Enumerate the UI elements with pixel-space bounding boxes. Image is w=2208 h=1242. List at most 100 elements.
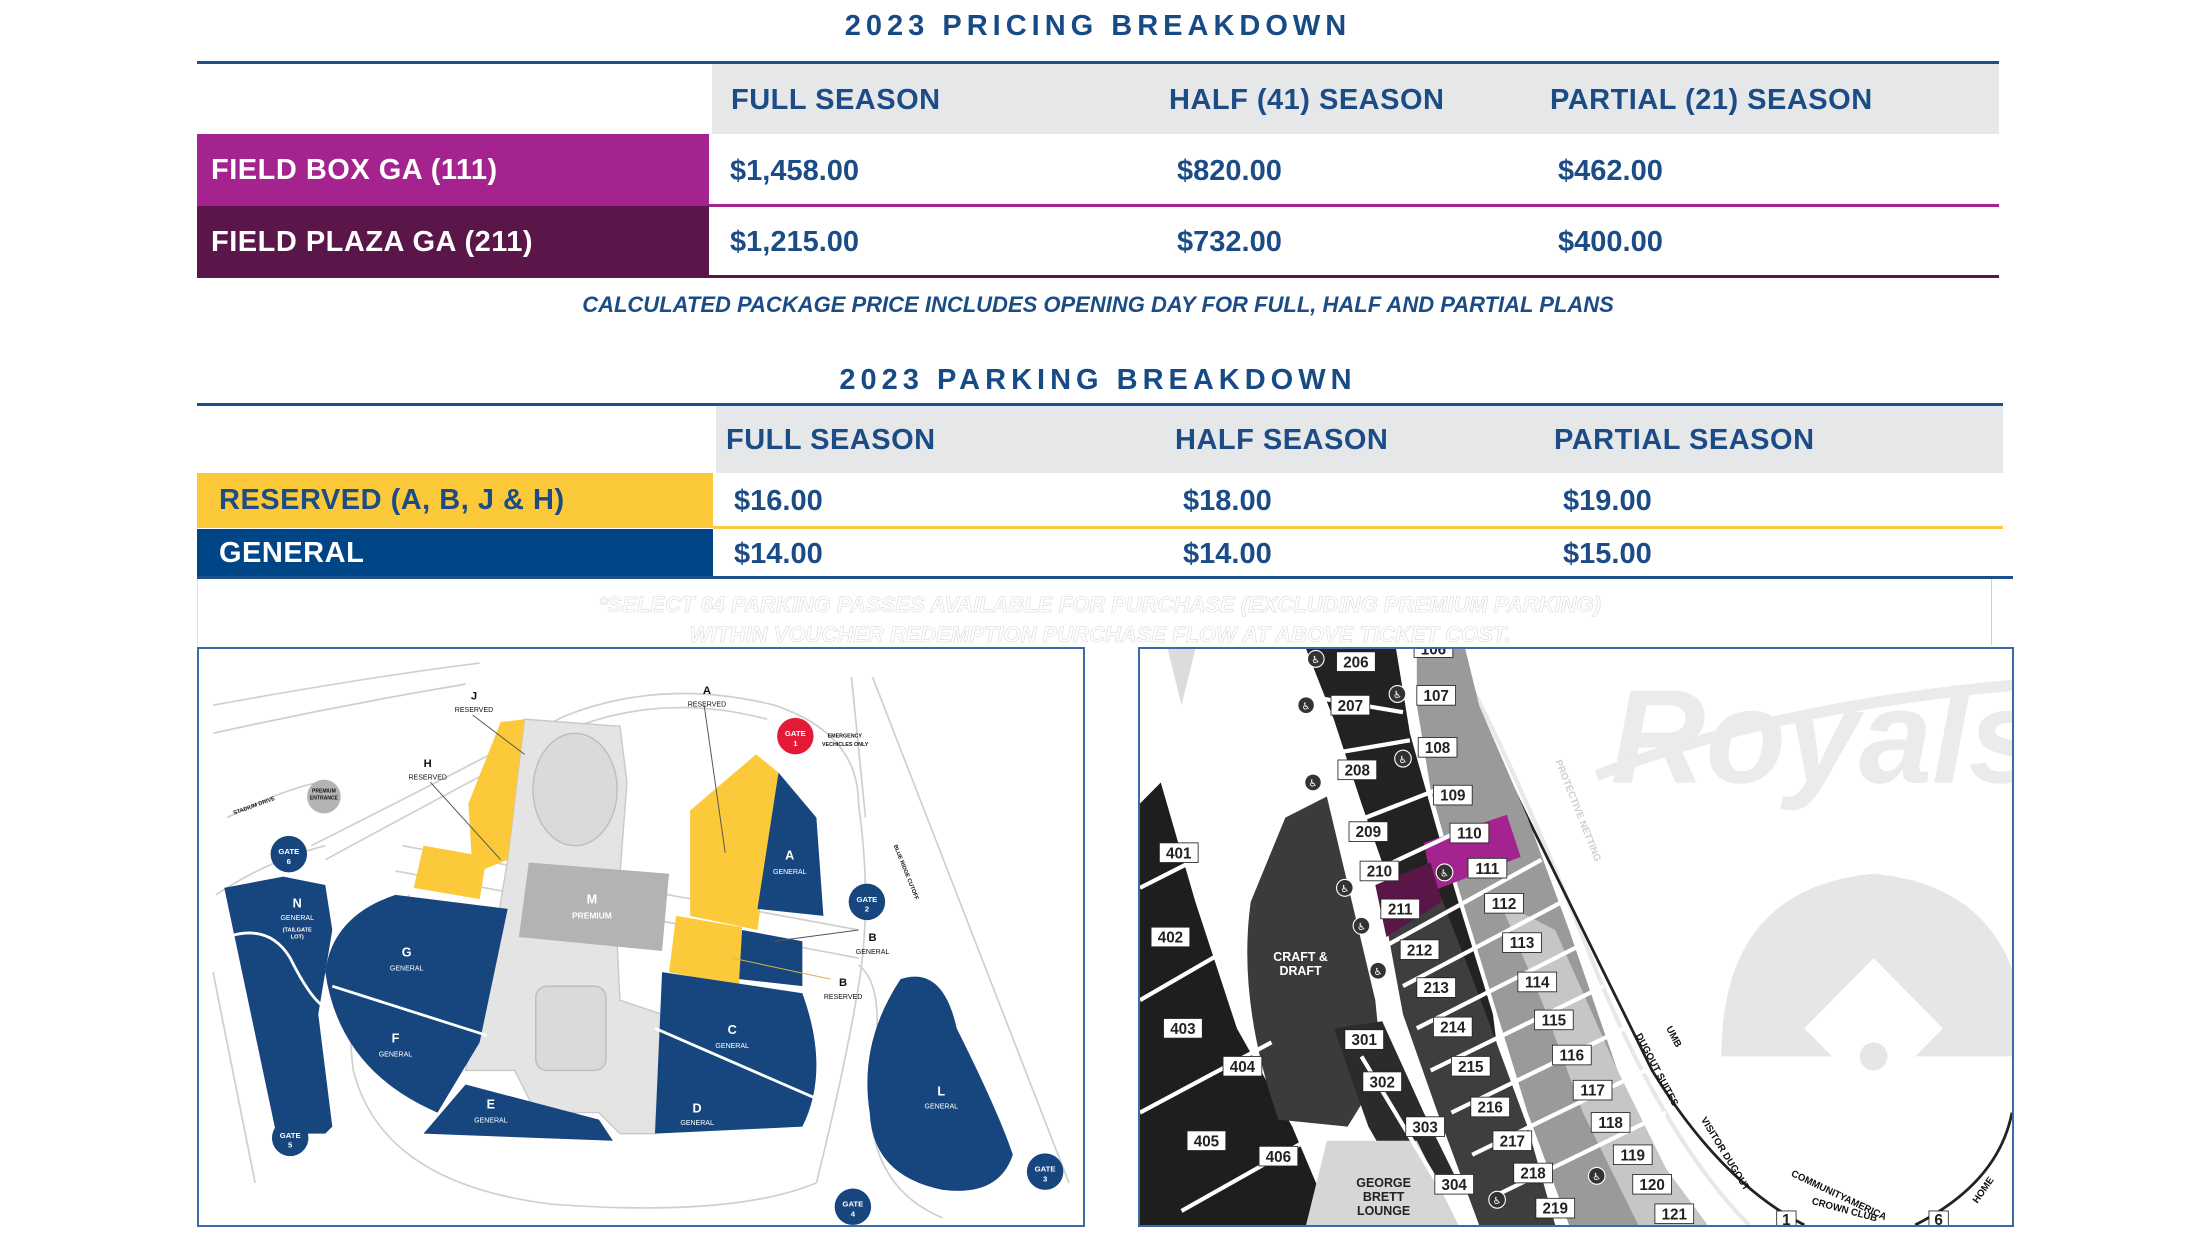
section-211[interactable]: 211: [1380, 898, 1421, 920]
lot-F-letter: F: [392, 1031, 400, 1045]
section-119[interactable]: 119: [1612, 1144, 1653, 1166]
george-brett-label-1: GEORGE: [1356, 1176, 1411, 1190]
field-plaza-label: FIELD PLAZA GA (211): [211, 225, 534, 258]
svg-text:304: 304: [1442, 1177, 1468, 1194]
svg-text:402: 402: [1158, 930, 1183, 947]
craft-draft-label-1: CRAFT &: [1273, 950, 1328, 964]
section-208[interactable]: 208: [1337, 759, 1378, 781]
section-6[interactable]: 6: [1928, 1210, 1949, 1225]
lot-C-type: GENERAL: [715, 1043, 749, 1050]
section-108[interactable]: 108: [1417, 737, 1458, 758]
svg-text:211: 211: [1388, 901, 1413, 918]
home-dugout-label: HOME: [1971, 1175, 1997, 1206]
section-403[interactable]: 403: [1163, 1018, 1203, 1039]
svg-text:119: 119: [1620, 1147, 1645, 1164]
svg-text:♿: ♿: [1493, 1196, 1502, 1207]
section-404[interactable]: 404: [1222, 1055, 1263, 1077]
section-207[interactable]: 207: [1330, 694, 1371, 716]
section-114[interactable]: 114: [1517, 971, 1558, 993]
section-120[interactable]: 120: [1632, 1174, 1672, 1195]
lot-B-gen-type: GENERAL: [856, 949, 890, 956]
section-303[interactable]: 303: [1405, 1116, 1445, 1137]
blue-ridge-cutoff-label: BLUE RIDGE CUTOFF: [892, 844, 920, 901]
lot-E-type: GENERAL: [474, 1117, 508, 1124]
section-109[interactable]: 109: [1433, 784, 1473, 806]
svg-text:6: 6: [287, 857, 292, 866]
field-plaza-half-price: $732.00: [1177, 226, 1282, 258]
field-box-divider: [709, 204, 1999, 207]
svg-text:PREMIUM: PREMIUM: [312, 788, 336, 794]
infield-shape: [1721, 873, 2012, 1057]
pricing-row-label-field-box: FIELD BOX GA (111): [197, 134, 709, 206]
svg-text:110: 110: [1457, 826, 1482, 843]
section-106[interactable]: 106: [1413, 649, 1454, 659]
lot-A-res-type: RESERVED: [688, 702, 726, 709]
pricing-top-rule: [197, 61, 1999, 64]
section-110[interactable]: 110: [1449, 822, 1490, 844]
section-212[interactable]: 212: [1399, 939, 1440, 960]
footnote-line-1: *SELECT 64 PARKING PASSES AVAILABLE FOR …: [599, 592, 1602, 618]
section-214[interactable]: 214: [1433, 1016, 1473, 1038]
lot-N-letter: N: [293, 896, 302, 910]
gate-3-marker: GATE 3: [1026, 1153, 1064, 1190]
lot-B-general: [739, 929, 803, 987]
lot-J-reserved: [468, 719, 525, 874]
lot-C-D-general: [655, 972, 817, 1134]
svg-text:216: 216: [1477, 1100, 1502, 1117]
section-111[interactable]: 111: [1467, 857, 1508, 879]
svg-text:214: 214: [1440, 1019, 1466, 1036]
gate-6-marker: GATE 6: [270, 835, 308, 873]
pricing-title: 2023 PRICING BREAKDOWN: [844, 10, 1352, 42]
section-118[interactable]: 118: [1590, 1112, 1631, 1133]
reserved-divider: [713, 526, 2003, 529]
section-115[interactable]: 115: [1534, 1009, 1574, 1031]
section-213[interactable]: 213: [1416, 977, 1456, 998]
premium-entrance-marker: PREMIUM ENTRANCE: [307, 779, 341, 814]
section-113[interactable]: 113: [1502, 932, 1542, 953]
lot-N-sub2: LOT): [291, 934, 304, 940]
svg-text:GATE: GATE: [280, 1131, 301, 1140]
section-117[interactable]: 117: [1572, 1079, 1613, 1101]
lot-E-general: [423, 1084, 613, 1141]
section-206[interactable]: 206: [1336, 651, 1376, 672]
section-218[interactable]: 218: [1513, 1162, 1553, 1184]
section-301[interactable]: 301: [1344, 1029, 1385, 1050]
section-209[interactable]: 209: [1348, 821, 1389, 842]
svg-text:1: 1: [793, 739, 798, 748]
lot-M-premium: [518, 862, 670, 952]
lot-E-letter: E: [487, 1097, 495, 1111]
section-304[interactable]: 304: [1434, 1174, 1474, 1195]
svg-text:210: 210: [1367, 863, 1392, 880]
parking-row-label-reserved: RESERVED (A, B, J & H): [197, 473, 713, 528]
section-405[interactable]: 405: [1186, 1130, 1227, 1151]
section-121[interactable]: 121: [1654, 1203, 1695, 1225]
lot-L-general: [867, 976, 1013, 1191]
lot-D-type: GENERAL: [680, 1120, 714, 1127]
section-210[interactable]: 210: [1359, 860, 1400, 882]
pricing-col-half: HALF (41) SEASON: [1169, 84, 1445, 116]
section-406[interactable]: 406: [1258, 1145, 1299, 1167]
section-112[interactable]: 112: [1484, 893, 1524, 914]
svg-text:113: 113: [1510, 935, 1535, 952]
section-401[interactable]: 401: [1158, 842, 1199, 863]
svg-text:209: 209: [1356, 824, 1381, 841]
svg-text:♿: ♿: [1592, 1172, 1601, 1183]
section-107[interactable]: 107: [1416, 685, 1456, 706]
section-1[interactable]: 1: [1776, 1210, 1797, 1225]
lot-L-letter: L: [937, 1085, 945, 1099]
lot-F-type: GENERAL: [379, 1051, 413, 1058]
section-217[interactable]: 217: [1492, 1130, 1533, 1151]
svg-text:4: 4: [851, 1210, 856, 1219]
section-215[interactable]: 215: [1451, 1055, 1491, 1077]
lot-B-gen-letter: B: [868, 932, 876, 944]
section-302[interactable]: 302: [1362, 1071, 1403, 1092]
section-116[interactable]: 116: [1552, 1044, 1592, 1066]
svg-text:3: 3: [1043, 1174, 1048, 1183]
general-half-price: $14.00: [1183, 538, 1272, 570]
footnote-panel: [197, 579, 1992, 645]
lot-H-reserved: [413, 845, 487, 900]
section-216[interactable]: 216: [1470, 1096, 1510, 1118]
section-219[interactable]: 219: [1535, 1197, 1576, 1219]
svg-text:207: 207: [1338, 698, 1363, 715]
section-402[interactable]: 402: [1150, 926, 1191, 948]
